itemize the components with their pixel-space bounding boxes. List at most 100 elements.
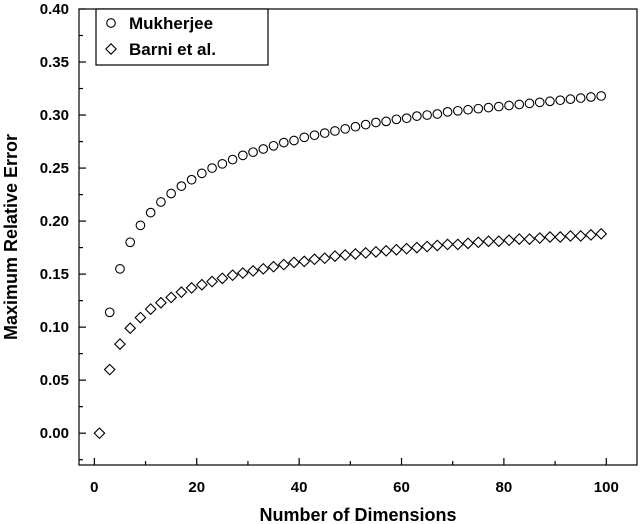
barni-point: [113, 338, 126, 351]
mukherjee-point: [350, 121, 361, 132]
barni-point: [584, 228, 597, 241]
barni-point: [288, 256, 300, 269]
y-axis-title: Maximum Relative Error: [1, 134, 21, 340]
barni-point: [359, 246, 372, 259]
mukherjee-point: [319, 128, 330, 138]
barni-point: [574, 229, 587, 242]
mukherjee-point: [258, 144, 269, 154]
mukherjee-point: [115, 263, 125, 274]
barni-point: [431, 239, 444, 252]
mukherjee-point: [330, 126, 340, 136]
mukherjee-point: [391, 114, 402, 125]
barni-point: [472, 236, 485, 249]
y-tick-label: 0.15: [40, 266, 69, 283]
mukherjee-point: [504, 100, 514, 111]
barni-point: [421, 240, 434, 253]
x-tick-label: 100: [594, 479, 619, 496]
barni-point: [267, 260, 280, 273]
barni-point: [277, 258, 290, 271]
x-tick-label: 20: [188, 479, 205, 496]
barni-point: [492, 235, 505, 248]
barni-point: [216, 272, 229, 285]
barni-point: [554, 231, 567, 243]
barni-point: [165, 291, 178, 304]
mukherjee-point: [186, 174, 197, 185]
barni-point: [564, 229, 577, 242]
x-tick-label: 60: [393, 479, 410, 496]
legend-items: Mukherjee Barni et al.: [105, 14, 216, 59]
mukherjee-point: [176, 181, 187, 191]
barni-point: [543, 231, 556, 243]
legend: Mukherjee Barni et al.: [95, 8, 269, 66]
barni-point: [462, 237, 475, 250]
mukherjee-point: [207, 163, 217, 173]
mukherjee-point: [360, 119, 371, 130]
y-tick-label: 0.10: [40, 319, 69, 336]
barni-point: [339, 249, 352, 262]
mukherjee-point: [381, 116, 392, 127]
legend-label: Barni et al.: [129, 40, 216, 59]
y-tick-label: 0.30: [40, 107, 69, 124]
barni-point: [390, 243, 403, 256]
mukherjee-point: [248, 147, 258, 158]
y-tick-label: 0.20: [40, 213, 69, 230]
x-axis-ticks: 0 20 40 60 80 100: [90, 458, 619, 496]
mukherjee-point: [299, 132, 310, 143]
barni-point: [247, 264, 260, 277]
mukherjee-point: [412, 111, 422, 121]
x-tick-label: 40: [291, 479, 308, 496]
y-tick-label: 0.25: [40, 160, 69, 177]
barni-point: [226, 269, 239, 282]
mukherjee-point: [340, 123, 351, 134]
mukherjee-point: [156, 197, 166, 207]
mukherjee-point: [401, 113, 412, 124]
barni-point: [369, 245, 382, 258]
mukherjee-point: [514, 99, 525, 110]
mukherjee-point: [596, 91, 607, 101]
barni-point: [451, 238, 464, 251]
barni-point: [400, 242, 413, 255]
barni-point: [595, 227, 608, 240]
x-tick-label: 0: [90, 479, 98, 496]
mukherjee-point: [493, 101, 504, 112]
mukherjee-point: [217, 158, 228, 169]
barni-point: [482, 235, 495, 248]
barni-point: [503, 234, 515, 247]
mukherjee-point: [145, 207, 156, 218]
barni-point: [144, 303, 157, 316]
barni-point: [195, 278, 208, 291]
barni-point: [410, 241, 423, 254]
mukherjee-point: [289, 135, 299, 146]
barni-point: [533, 232, 546, 245]
x-tick-label: 80: [496, 479, 513, 496]
barni-point: [257, 262, 270, 275]
mukherjee-point: [555, 95, 566, 106]
y-axis-ticks: 0.00 0.05 0.10 0.15 0.20 0.25 0.30 0.35 0.40: [40, 1, 86, 461]
mukherjee-point: [227, 154, 238, 165]
mukherjee-point: [545, 96, 555, 107]
plot-area: [78, 8, 638, 466]
barni-point: [124, 322, 137, 335]
barni-point: [298, 255, 311, 268]
mukherjee-point: [268, 140, 279, 151]
barni-point: [236, 267, 249, 280]
barni-point: [380, 244, 393, 257]
mukherjee-point: [125, 237, 136, 248]
barni-point: [103, 363, 116, 376]
barni-point: [318, 252, 331, 265]
legend-box: [95, 8, 269, 66]
y-tick-label: 0.35: [40, 54, 69, 71]
barni-point: [308, 253, 321, 266]
barni-point: [185, 281, 198, 294]
barni-point: [93, 427, 106, 440]
mukherjee-point: [104, 307, 115, 318]
mukherjee-point: [524, 98, 535, 109]
mukherjee-point: [534, 97, 545, 108]
mukherjee-point: [135, 220, 146, 231]
mukherjee-point: [575, 93, 586, 103]
legend-marker-diamond: [105, 43, 117, 55]
mukherjee-point: [442, 107, 453, 117]
data-points: [93, 91, 608, 440]
y-tick-label: 0.00: [40, 425, 69, 442]
